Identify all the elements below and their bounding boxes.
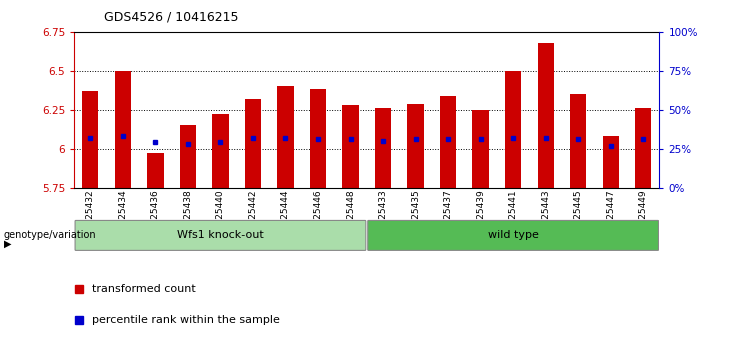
Bar (570, 94, 586, 188)
Text: transformed count: transformed count (92, 284, 196, 294)
Text: Wfs1 knock-out: Wfs1 knock-out (177, 230, 264, 240)
Bar (537, 43, 554, 188)
Text: percentile rank within the sample: percentile rank within the sample (92, 315, 279, 325)
Bar (440, 96, 456, 188)
FancyBboxPatch shape (75, 221, 366, 250)
Bar (602, 136, 619, 188)
Bar (213, 114, 228, 188)
Text: GDS4526 / 10416215: GDS4526 / 10416215 (104, 11, 239, 24)
Bar (342, 105, 359, 188)
Bar (245, 99, 261, 188)
Bar (82, 91, 99, 188)
Text: wild type: wild type (488, 230, 539, 240)
Text: genotype/variation: genotype/variation (4, 230, 96, 240)
Bar (180, 125, 196, 188)
FancyBboxPatch shape (368, 221, 659, 250)
Bar (505, 71, 521, 188)
Bar (635, 108, 651, 188)
Bar (473, 110, 489, 188)
Bar (375, 108, 391, 188)
Text: ▶: ▶ (4, 238, 11, 249)
Bar (408, 103, 424, 188)
Bar (115, 71, 131, 188)
Bar (277, 86, 293, 188)
Bar (147, 153, 164, 188)
Bar (310, 90, 326, 188)
